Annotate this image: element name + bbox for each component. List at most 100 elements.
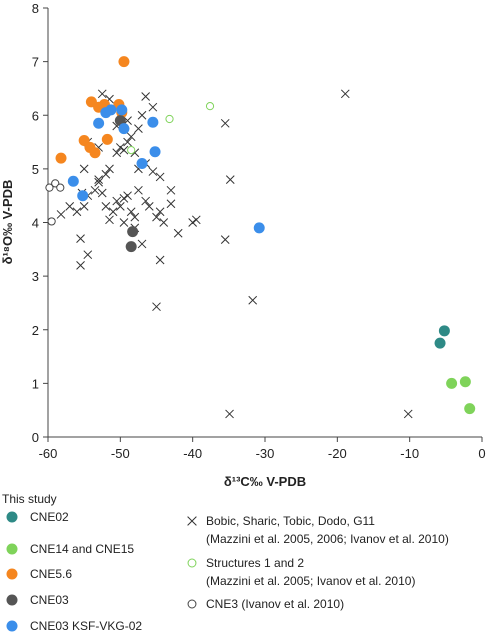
data-point	[166, 185, 176, 195]
legend-item: CNE03 KSF-VKG-02	[6, 619, 142, 633]
x-tick-label: -10	[400, 446, 419, 461]
data-point	[97, 89, 107, 99]
y-tick-label: 4	[32, 216, 39, 231]
legend-label: CNE3 (Ivanov et al. 2010)	[206, 597, 344, 611]
data-point	[89, 147, 101, 159]
x-axis-title: δ¹³C‰ V-PDB	[224, 474, 306, 489]
legend-marker	[6, 543, 18, 555]
data-point	[119, 145, 129, 155]
legend-item: CNE14 and CNE15	[6, 542, 134, 556]
x-tick-label: -30	[256, 446, 275, 461]
y-tick-label: 2	[32, 323, 39, 338]
x-tick-label: -60	[39, 446, 58, 461]
data-point	[123, 191, 132, 201]
data-point	[141, 196, 151, 206]
legend-marker	[187, 599, 197, 609]
legend-marker	[6, 568, 18, 580]
legend-label: CNE5.6	[30, 567, 72, 581]
data-point	[155, 172, 165, 182]
legend-marker	[187, 558, 197, 568]
data-point	[165, 114, 174, 124]
legend-marker	[6, 511, 18, 523]
data-point	[220, 235, 230, 245]
x-tick-label: -50	[111, 446, 130, 461]
data-point	[155, 255, 165, 265]
data-point	[191, 215, 201, 225]
legend: This study CNE02 CNE14 and CNE15 CNE5.6 CNE…	[2, 492, 449, 633]
data-point	[141, 92, 151, 101]
data-point	[148, 102, 158, 112]
data-point	[101, 169, 111, 179]
data-point	[93, 117, 105, 129]
data-point	[118, 123, 130, 135]
y-axis-ticks: 0 1 2 3 4 5 6 7 8	[32, 1, 48, 445]
data-point	[108, 207, 118, 217]
y-tick-label: 5	[32, 162, 39, 177]
legend-label: Structures 1 and 2 (Mazzini et al. 2005; …	[206, 556, 415, 588]
plot-area: -60 -50 -40 -30 -20 -10 0 0 1 2 3 4 5 6 7 8	[32, 1, 486, 461]
legend-label: Bobic, Sharic, Tobic, Dodo, G11 (Mazzini …	[206, 514, 449, 546]
data-point	[464, 403, 476, 415]
data-point	[51, 179, 60, 188]
data-point	[90, 185, 100, 195]
x-tick-label: -20	[328, 446, 347, 461]
legend-item: Structures 1 and 2 (Mazzini et al. 2005; …	[187, 556, 415, 588]
data-point	[79, 164, 89, 174]
legend-label: CNE03 KSF-VKG-02	[30, 619, 142, 633]
data-point	[47, 217, 56, 226]
data-point	[101, 202, 111, 211]
data-point	[56, 210, 66, 219]
data-point	[248, 295, 258, 305]
data-point	[105, 104, 117, 116]
data-point	[149, 146, 161, 158]
y-tick-label: 8	[32, 1, 39, 16]
data-point	[116, 104, 128, 116]
data-point	[220, 118, 230, 128]
data-point	[94, 175, 103, 184]
data-point	[148, 167, 158, 176]
data-point	[137, 239, 147, 249]
data-point	[253, 222, 265, 234]
data-point	[340, 89, 350, 99]
data-point	[147, 116, 159, 128]
legend-item: CNE3 (Ivanov et al. 2010)	[187, 597, 344, 611]
data-point	[137, 110, 147, 120]
legend-marker	[6, 620, 18, 632]
y-tick-label: 6	[32, 108, 39, 123]
data-point	[130, 212, 140, 222]
data-point	[134, 124, 143, 134]
y-tick-label: 7	[32, 55, 39, 70]
data-point	[67, 175, 79, 187]
data-point	[115, 202, 125, 211]
y-tick-label: 3	[32, 269, 39, 284]
data-point	[105, 215, 114, 225]
legend-marker	[187, 516, 197, 526]
data-point	[127, 226, 139, 238]
data-point	[446, 377, 458, 389]
data-point	[173, 228, 183, 238]
data-point	[205, 102, 215, 111]
data-point	[119, 218, 129, 227]
legend-item: CNE02	[6, 510, 69, 524]
data-point	[159, 218, 169, 227]
legend-item: Bobic, Sharic, Tobic, Dodo, G11 (Mazzini …	[187, 514, 449, 546]
y-tick-label: 0	[32, 430, 39, 445]
x-tick-label: 0	[478, 446, 485, 461]
data-point	[105, 164, 114, 174]
data-point	[126, 132, 136, 142]
legend-label: CNE03	[30, 593, 69, 607]
data-point	[166, 199, 176, 209]
data-point	[56, 183, 65, 192]
data-point	[125, 241, 137, 253]
data-markers	[45, 56, 476, 419]
legend-heading: This study	[2, 492, 57, 506]
x-tick-label: -40	[183, 446, 202, 461]
data-point	[225, 409, 234, 419]
data-point	[127, 146, 136, 155]
data-point	[126, 207, 136, 217]
data-point	[459, 376, 471, 388]
data-point	[152, 302, 161, 312]
data-point	[136, 158, 148, 170]
data-point	[403, 409, 413, 419]
